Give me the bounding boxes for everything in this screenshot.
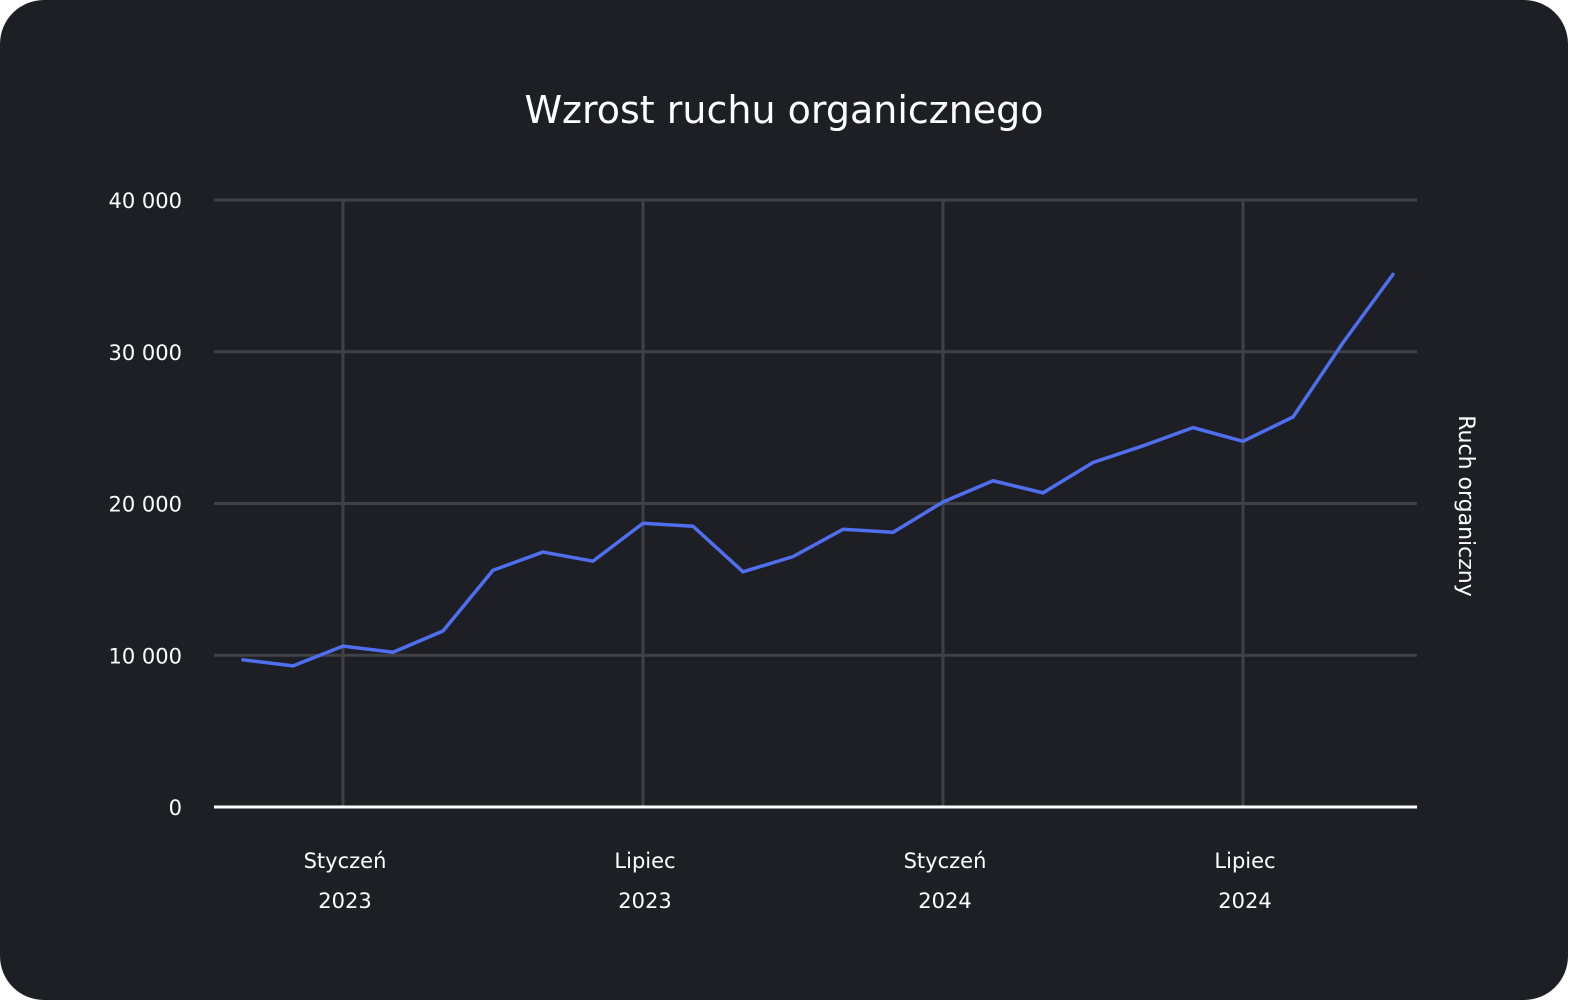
- x-tick-label-year: 2023: [318, 889, 371, 913]
- x-tick-label-month: Lipiec: [614, 849, 675, 873]
- data-point: [591, 559, 595, 563]
- data-point: [641, 521, 645, 525]
- y-tick-label: 0: [169, 796, 182, 820]
- data-point: [541, 550, 545, 554]
- data-point: [1391, 272, 1395, 276]
- data-point: [1291, 415, 1295, 419]
- data-point: [1141, 444, 1145, 448]
- data-point: [1041, 491, 1045, 495]
- y-tick-label: 30 000: [109, 341, 182, 365]
- x-tick-label-month: Styczeń: [904, 849, 987, 873]
- data-point: [691, 524, 695, 528]
- data-point: [291, 664, 295, 668]
- data-point: [1191, 426, 1195, 430]
- data-point: [491, 568, 495, 572]
- data-point: [841, 527, 845, 531]
- data-point: [1241, 439, 1245, 443]
- x-tick-label-year: 2024: [1218, 889, 1271, 913]
- x-tick-label-year: 2023: [618, 889, 671, 913]
- y-tick-label: 40 000: [109, 189, 182, 213]
- chart-title: Wzrost ruchu organicznego: [524, 88, 1044, 132]
- data-point: [741, 570, 745, 574]
- data-point: [391, 650, 395, 654]
- data-point: [791, 555, 795, 559]
- data-point: [241, 658, 245, 662]
- y-tick-label: 10 000: [109, 644, 182, 668]
- data-point: [891, 530, 895, 534]
- y-tick-label: 20 000: [109, 493, 182, 517]
- data-point: [1341, 341, 1345, 345]
- series-line: [241, 272, 1395, 668]
- data-point: [441, 629, 445, 633]
- x-tick-label-month: Lipiec: [1214, 849, 1275, 873]
- y-axis-title: Ruch organiczny: [1453, 415, 1478, 597]
- x-tick-label-month: Styczeń: [304, 849, 387, 873]
- data-point: [1091, 461, 1095, 465]
- data-point: [941, 500, 945, 504]
- x-tick-label-year: 2024: [918, 889, 971, 913]
- data-point: [991, 479, 995, 483]
- data-point: [341, 644, 345, 648]
